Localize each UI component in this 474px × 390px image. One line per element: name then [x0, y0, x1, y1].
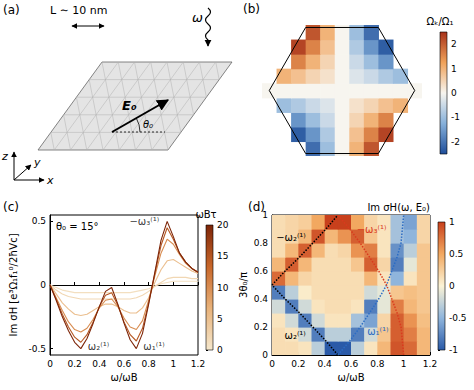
svg-text:1: 1	[449, 217, 455, 227]
svg-text:0.2: 0.2	[254, 322, 268, 332]
svg-text:1: 1	[401, 359, 407, 369]
svg-text:10: 10	[217, 283, 229, 293]
svg-text:z: z	[1, 150, 8, 163]
svg-text:θ₀: θ₀	[143, 119, 153, 130]
svg-text:L ∼ 10 nm: L ∼ 10 nm	[50, 4, 108, 17]
svg-text:-1: -1	[449, 345, 458, 355]
svg-text:ω/ωB: ω/ωB	[111, 372, 138, 383]
svg-text:0.2: 0.2	[291, 359, 305, 369]
svg-text:(d): (d)	[248, 200, 265, 214]
svg-text:1.2: 1.2	[423, 359, 437, 369]
svg-text:0: 0	[40, 280, 46, 290]
svg-text:(c): (c)	[3, 200, 19, 214]
svg-text:(a): (a)	[3, 3, 20, 17]
svg-text:1.2: 1.2	[191, 359, 205, 369]
svg-text:θ₀ = 15°: θ₀ = 15°	[56, 221, 99, 232]
svg-text:-0.5: -0.5	[449, 313, 467, 323]
svg-text:0.6: 0.6	[254, 266, 269, 276]
svg-text:-0.5: -0.5	[28, 344, 46, 354]
svg-text:ω/ωB: ω/ωB	[338, 372, 365, 383]
svg-text:0.8: 0.8	[254, 238, 269, 248]
svg-text:1: 1	[170, 359, 176, 369]
svg-text:0.6: 0.6	[344, 359, 359, 369]
svg-text:0: 0	[217, 345, 223, 355]
svg-text:Im σH(ω, E₀): Im σH(ω, E₀)	[367, 202, 430, 213]
svg-text:Ωₖ/Ω₁: Ωₖ/Ω₁	[427, 16, 454, 27]
svg-text:(b): (b)	[243, 2, 260, 16]
svg-text:0.6: 0.6	[117, 359, 132, 369]
svg-text:3θ₀/π: 3θ₀/π	[238, 272, 249, 298]
svg-text:ω₁⁽¹⁾: ω₁⁽¹⁾	[143, 341, 164, 352]
svg-text:−ω₃⁽¹⁾: −ω₃⁽¹⁾	[357, 224, 387, 235]
svg-text:0: 0	[451, 88, 457, 98]
svg-text:0.8: 0.8	[142, 359, 157, 369]
svg-text:−ω₂⁽¹⁾: −ω₂⁽¹⁾	[276, 232, 306, 243]
svg-text:E₀: E₀	[122, 98, 137, 113]
svg-text:-2: -2	[451, 137, 460, 147]
svg-text:0.4: 0.4	[318, 359, 333, 369]
svg-text:-1: -1	[451, 112, 460, 122]
svg-text:0.2: 0.2	[68, 359, 82, 369]
svg-text:y: y	[33, 156, 41, 169]
svg-text:1: 1	[262, 210, 268, 220]
svg-text:Im σH [e³Ω₁f₁⁰/2ħVc]: Im σH [e³Ω₁f₁⁰/2ħVc]	[8, 233, 19, 336]
svg-text:ω₂⁽¹⁾: ω₂⁽¹⁾	[285, 330, 306, 341]
svg-text:5: 5	[217, 314, 223, 324]
svg-text:15: 15	[217, 251, 228, 261]
svg-text:2: 2	[451, 39, 457, 49]
svg-text:x: x	[46, 174, 54, 187]
svg-text:0.4: 0.4	[254, 294, 269, 304]
svg-text:0: 0	[269, 359, 275, 369]
svg-text:0.8: 0.8	[370, 359, 385, 369]
svg-text:ω: ω	[192, 10, 203, 25]
svg-text:0.5: 0.5	[32, 216, 46, 226]
svg-text:0: 0	[449, 281, 455, 291]
svg-text:0: 0	[47, 359, 53, 369]
svg-text:−ω₃⁽¹⁾: −ω₃⁽¹⁾	[129, 216, 159, 227]
svg-text:20: 20	[217, 220, 229, 230]
svg-text:0: 0	[262, 350, 268, 360]
svg-text:0.4: 0.4	[92, 359, 107, 369]
svg-text:ω₁⁽¹⁾: ω₁⁽¹⁾	[367, 326, 388, 337]
svg-text:0.5: 0.5	[449, 249, 463, 259]
svg-text:1: 1	[451, 64, 457, 74]
svg-text:ω₂⁽¹⁾: ω₂⁽¹⁾	[88, 341, 109, 352]
svg-text:ωBτ: ωBτ	[195, 209, 216, 220]
